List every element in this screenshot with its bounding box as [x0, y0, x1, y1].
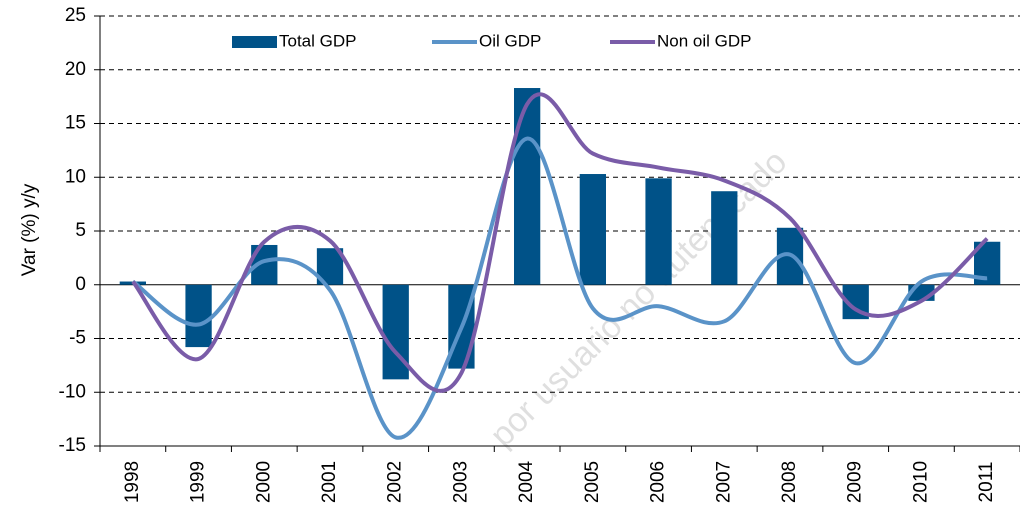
x-tick-label: 2000: [253, 461, 274, 503]
legend-swatch: [232, 36, 277, 48]
x-tick-label: 1999: [188, 461, 209, 503]
x-tick-label: 2011: [976, 462, 997, 503]
y-tick-label: 5: [75, 220, 86, 241]
y-tick-label: 0: [75, 274, 86, 295]
bar: [645, 178, 672, 285]
line: [131, 136, 988, 440]
x-tick-label: 2005: [582, 461, 603, 503]
x-tick-label: 2007: [713, 461, 734, 503]
y-tick-label: 10: [65, 166, 86, 187]
y-tick-label: 25: [65, 5, 86, 26]
x-tick-label: 2008: [779, 461, 800, 503]
line: [131, 92, 989, 393]
y-axis-label: Var (%) y/y: [19, 183, 40, 276]
x-tick-label: 1998: [122, 461, 143, 503]
y-tick-label: -5: [69, 328, 86, 349]
bar: [185, 284, 212, 348]
legend-label: Oil GDP: [479, 31, 541, 50]
y-tick-label: -15: [59, 435, 86, 456]
y-tick-label: 15: [65, 113, 86, 134]
x-tick-label: 2002: [385, 461, 406, 503]
bar: [579, 174, 606, 285]
y-tick-label: 20: [65, 59, 86, 80]
bar: [514, 88, 541, 285]
x-tick-label: 2010: [910, 461, 931, 503]
x-tick-label: 2009: [845, 461, 866, 503]
legend-label: Non oil GDP: [657, 31, 751, 50]
x-tick-label: 2001: [319, 461, 340, 503]
y-tick-label: -10: [59, 381, 86, 402]
x-tick-label: 2006: [648, 461, 669, 503]
x-tick-label: 2003: [450, 461, 471, 503]
bar: [711, 191, 738, 285]
legend-label: Total GDP: [279, 31, 356, 50]
x-tick-label: 2004: [516, 460, 537, 503]
